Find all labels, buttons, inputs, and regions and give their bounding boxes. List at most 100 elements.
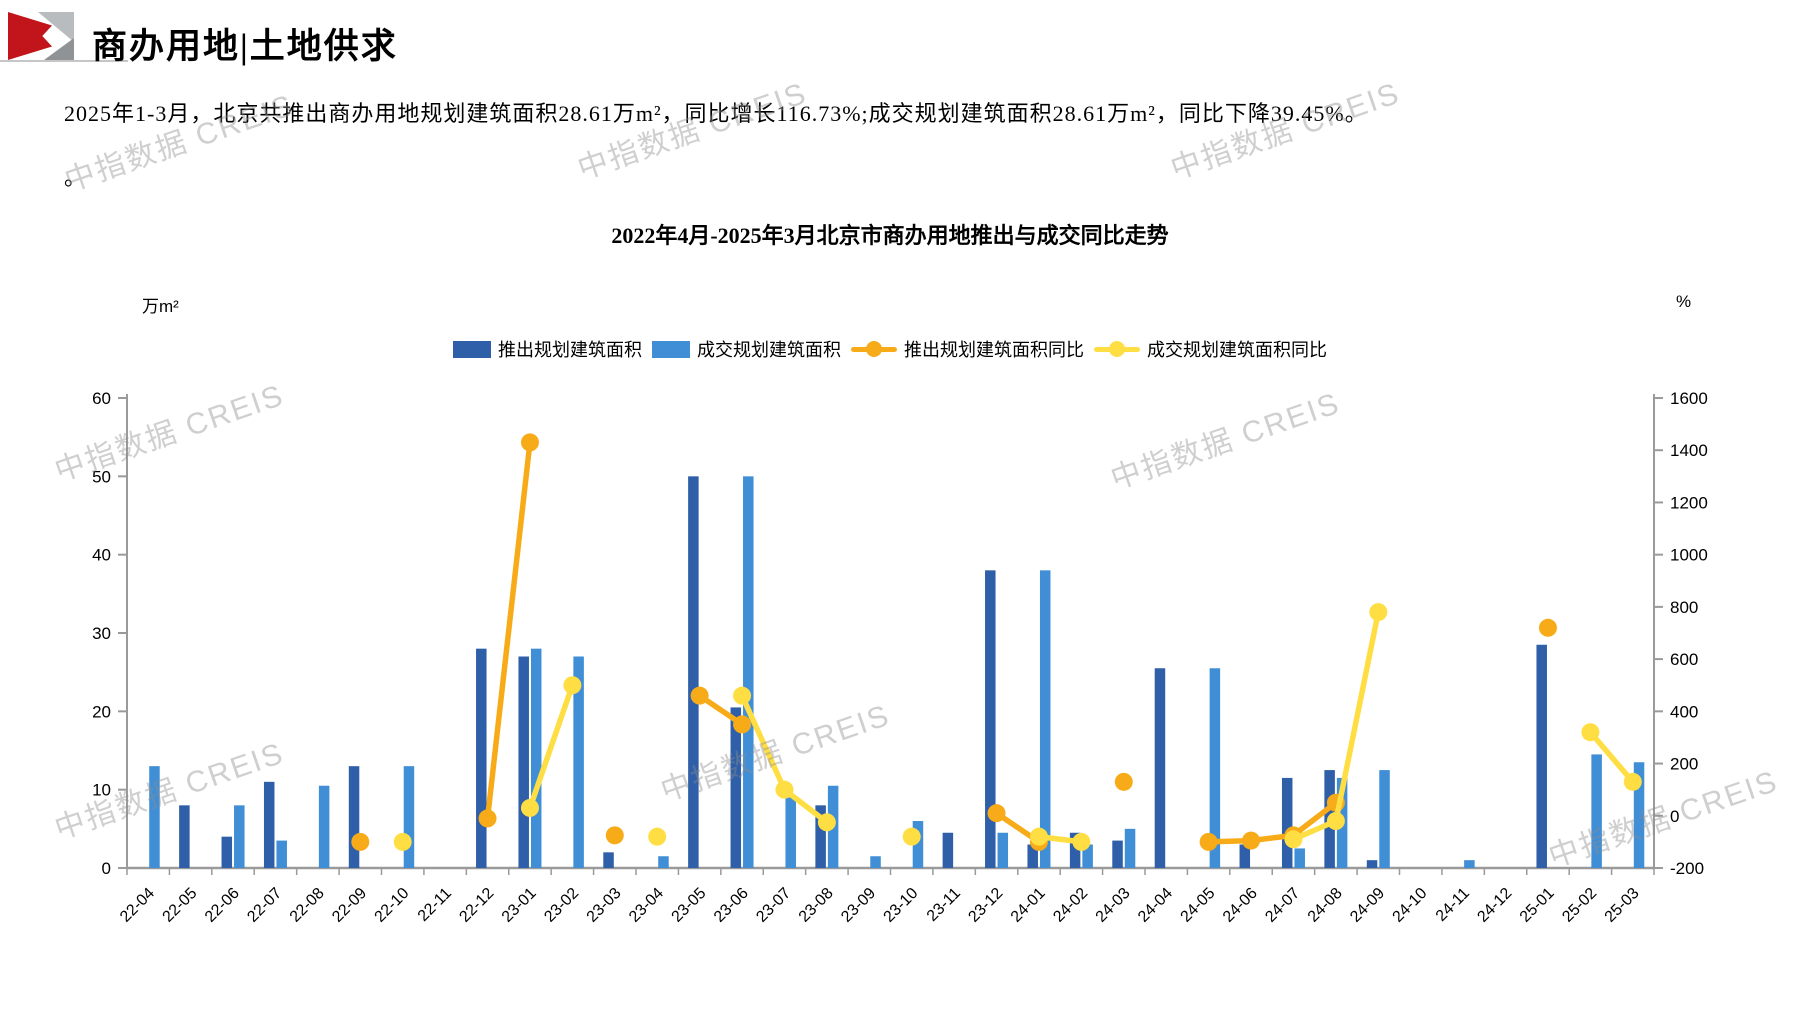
right-axis-tick-label: 200 bbox=[1670, 755, 1698, 774]
legend-dot bbox=[866, 340, 882, 357]
x-axis-month-label: 22-06 bbox=[202, 885, 243, 926]
x-axis-month-label: 24-07 bbox=[1262, 885, 1303, 926]
bar-supply bbox=[476, 648, 487, 868]
transaction-yoy-point bbox=[1284, 830, 1303, 849]
bar-supply bbox=[688, 476, 699, 868]
bar-supply bbox=[1069, 832, 1081, 868]
x-axis-month-label: 24-01 bbox=[1008, 885, 1049, 926]
bar-transaction bbox=[276, 840, 287, 868]
bar-supply bbox=[1281, 777, 1293, 868]
right-axis-tick-label: 800 bbox=[1670, 598, 1698, 617]
logo-darkgray-triangle bbox=[44, 38, 74, 60]
bar-supply bbox=[1536, 644, 1547, 868]
chart-legend: 推出规划建筑面积 成交规划建筑面积 推出规划建筑面积同比 成交规划建筑面积同比 bbox=[0, 336, 1780, 362]
transaction-yoy-line bbox=[739, 692, 830, 826]
transaction-yoy-point bbox=[1581, 723, 1600, 742]
supply-yoy-point bbox=[1199, 832, 1218, 851]
x-axis-month-label: 24-05 bbox=[1177, 885, 1218, 926]
transaction-yoy-line bbox=[527, 682, 576, 811]
x-axis-month-label: 23-04 bbox=[626, 885, 667, 926]
legend-line-swatch-icon bbox=[1094, 340, 1140, 358]
transaction-yoy-point bbox=[1072, 832, 1091, 851]
x-axis-month-label: 23-02 bbox=[541, 885, 582, 926]
transaction-yoy-point bbox=[648, 827, 667, 846]
legend-label: 成交规划建筑面积 bbox=[697, 340, 841, 360]
bar-supply bbox=[1027, 844, 1038, 868]
transaction-yoy-point bbox=[902, 827, 921, 846]
supply-yoy-point bbox=[520, 433, 539, 452]
supply-yoy-point bbox=[733, 715, 752, 734]
supply-yoy-point bbox=[605, 826, 624, 845]
legend-dot bbox=[1109, 340, 1125, 357]
x-axis-month-label: 23-07 bbox=[753, 885, 794, 926]
x-axis-month-label: 23-12 bbox=[965, 885, 1006, 926]
x-axis-month-label: 24-12 bbox=[1474, 885, 1515, 926]
left-axis-tick-label: 10 bbox=[92, 781, 111, 800]
bar-supply bbox=[221, 836, 233, 868]
x-axis-month-label: 24-04 bbox=[1135, 885, 1176, 926]
bar-transaction bbox=[573, 656, 584, 868]
x-axis-month-label: 25-01 bbox=[1517, 885, 1558, 926]
transaction-yoy-line bbox=[1587, 729, 1636, 785]
x-axis-month-label: 23-06 bbox=[711, 885, 752, 926]
x-axis-month-label: 23-05 bbox=[668, 885, 709, 926]
left-axis-unit-label: 万m² bbox=[142, 297, 179, 316]
bar-transaction bbox=[1294, 848, 1305, 868]
bar-transaction bbox=[234, 805, 245, 868]
right-axis-tick-label: 1400 bbox=[1670, 441, 1708, 460]
legend-item-0: 推出规划建筑面积 bbox=[453, 336, 642, 362]
bar-transaction bbox=[1464, 860, 1475, 868]
logo-red-shape bbox=[8, 12, 52, 60]
chart-title: 2022年4月-2025年3月北京市商办用地推出与成交同比走势 bbox=[611, 223, 1169, 248]
watermark-text: 中指数据 CREIS bbox=[1166, 76, 1405, 187]
x-axis-month-label: 24-03 bbox=[1093, 885, 1134, 926]
supply-yoy-point bbox=[478, 809, 497, 828]
legend-item-1: 成交规划建筑面积 bbox=[652, 336, 841, 362]
transaction-yoy-point bbox=[775, 780, 794, 799]
right-axis-tick-label: 1600 bbox=[1670, 389, 1708, 408]
right-axis-unit-label: % bbox=[1676, 292, 1692, 311]
supply-yoy-line bbox=[1205, 799, 1339, 845]
bar-supply bbox=[730, 707, 742, 868]
bar-supply bbox=[1239, 844, 1251, 868]
bar-transaction bbox=[530, 648, 542, 868]
bar-transaction bbox=[870, 856, 881, 868]
supply-yoy-point bbox=[690, 686, 709, 705]
left-axis-tick-label: 20 bbox=[92, 702, 111, 721]
bar-supply bbox=[815, 805, 826, 868]
x-axis-month-label: 22-09 bbox=[329, 885, 370, 926]
x-axis-month-label: 22-08 bbox=[287, 885, 328, 926]
legend-item-2: 推出规划建筑面积同比 bbox=[851, 336, 1084, 362]
legend-bar-swatch-icon bbox=[652, 340, 690, 358]
left-axis-tick-label: 40 bbox=[92, 546, 111, 565]
logo-underline bbox=[0, 60, 128, 62]
x-axis-month-label: 23-11 bbox=[924, 885, 964, 925]
transaction-yoy-point bbox=[563, 676, 582, 695]
bar-transaction bbox=[318, 785, 330, 868]
transaction-yoy-point bbox=[1623, 772, 1642, 791]
x-axis-month-label: 25-03 bbox=[1602, 885, 1643, 926]
x-axis-month-label: 22-07 bbox=[244, 885, 285, 926]
x-axis-month-label: 23-08 bbox=[796, 885, 837, 926]
watermark-text: 中指数据 CREIS bbox=[573, 76, 812, 187]
x-axis-month-label: 24-02 bbox=[1050, 885, 1091, 926]
x-axis-month-label: 24-10 bbox=[1390, 885, 1431, 926]
x-axis-month-label: 22-11 bbox=[415, 885, 455, 925]
bar-supply bbox=[1112, 840, 1123, 868]
intro-text: 2025年1-3月，北京共推出商办用地规划建筑面积28.61万m²，同比增长11… bbox=[64, 101, 1368, 126]
bar-transaction bbox=[1591, 754, 1602, 868]
supply-yoy-point bbox=[987, 804, 1006, 823]
creis-logo-icon bbox=[8, 12, 74, 60]
left-axis-tick-label: 0 bbox=[102, 859, 111, 878]
chart-plot-area: 0 10 20 30 40 50 60 -200 0 200 400 600 800 1000 1200 14… bbox=[92, 389, 1708, 926]
right-axis-tick-label: 600 bbox=[1670, 650, 1698, 669]
transaction-yoy-point bbox=[1029, 827, 1048, 846]
legend-line-swatch-icon bbox=[851, 340, 897, 358]
bar-transaction bbox=[785, 797, 796, 868]
x-axis-month-label: 23-03 bbox=[584, 885, 625, 926]
bar-transaction bbox=[1124, 828, 1136, 868]
x-axis-month-label: 23-10 bbox=[881, 885, 922, 926]
transaction-yoy-point bbox=[520, 798, 539, 817]
bar-supply bbox=[603, 852, 614, 868]
bar-transaction bbox=[1039, 570, 1051, 868]
